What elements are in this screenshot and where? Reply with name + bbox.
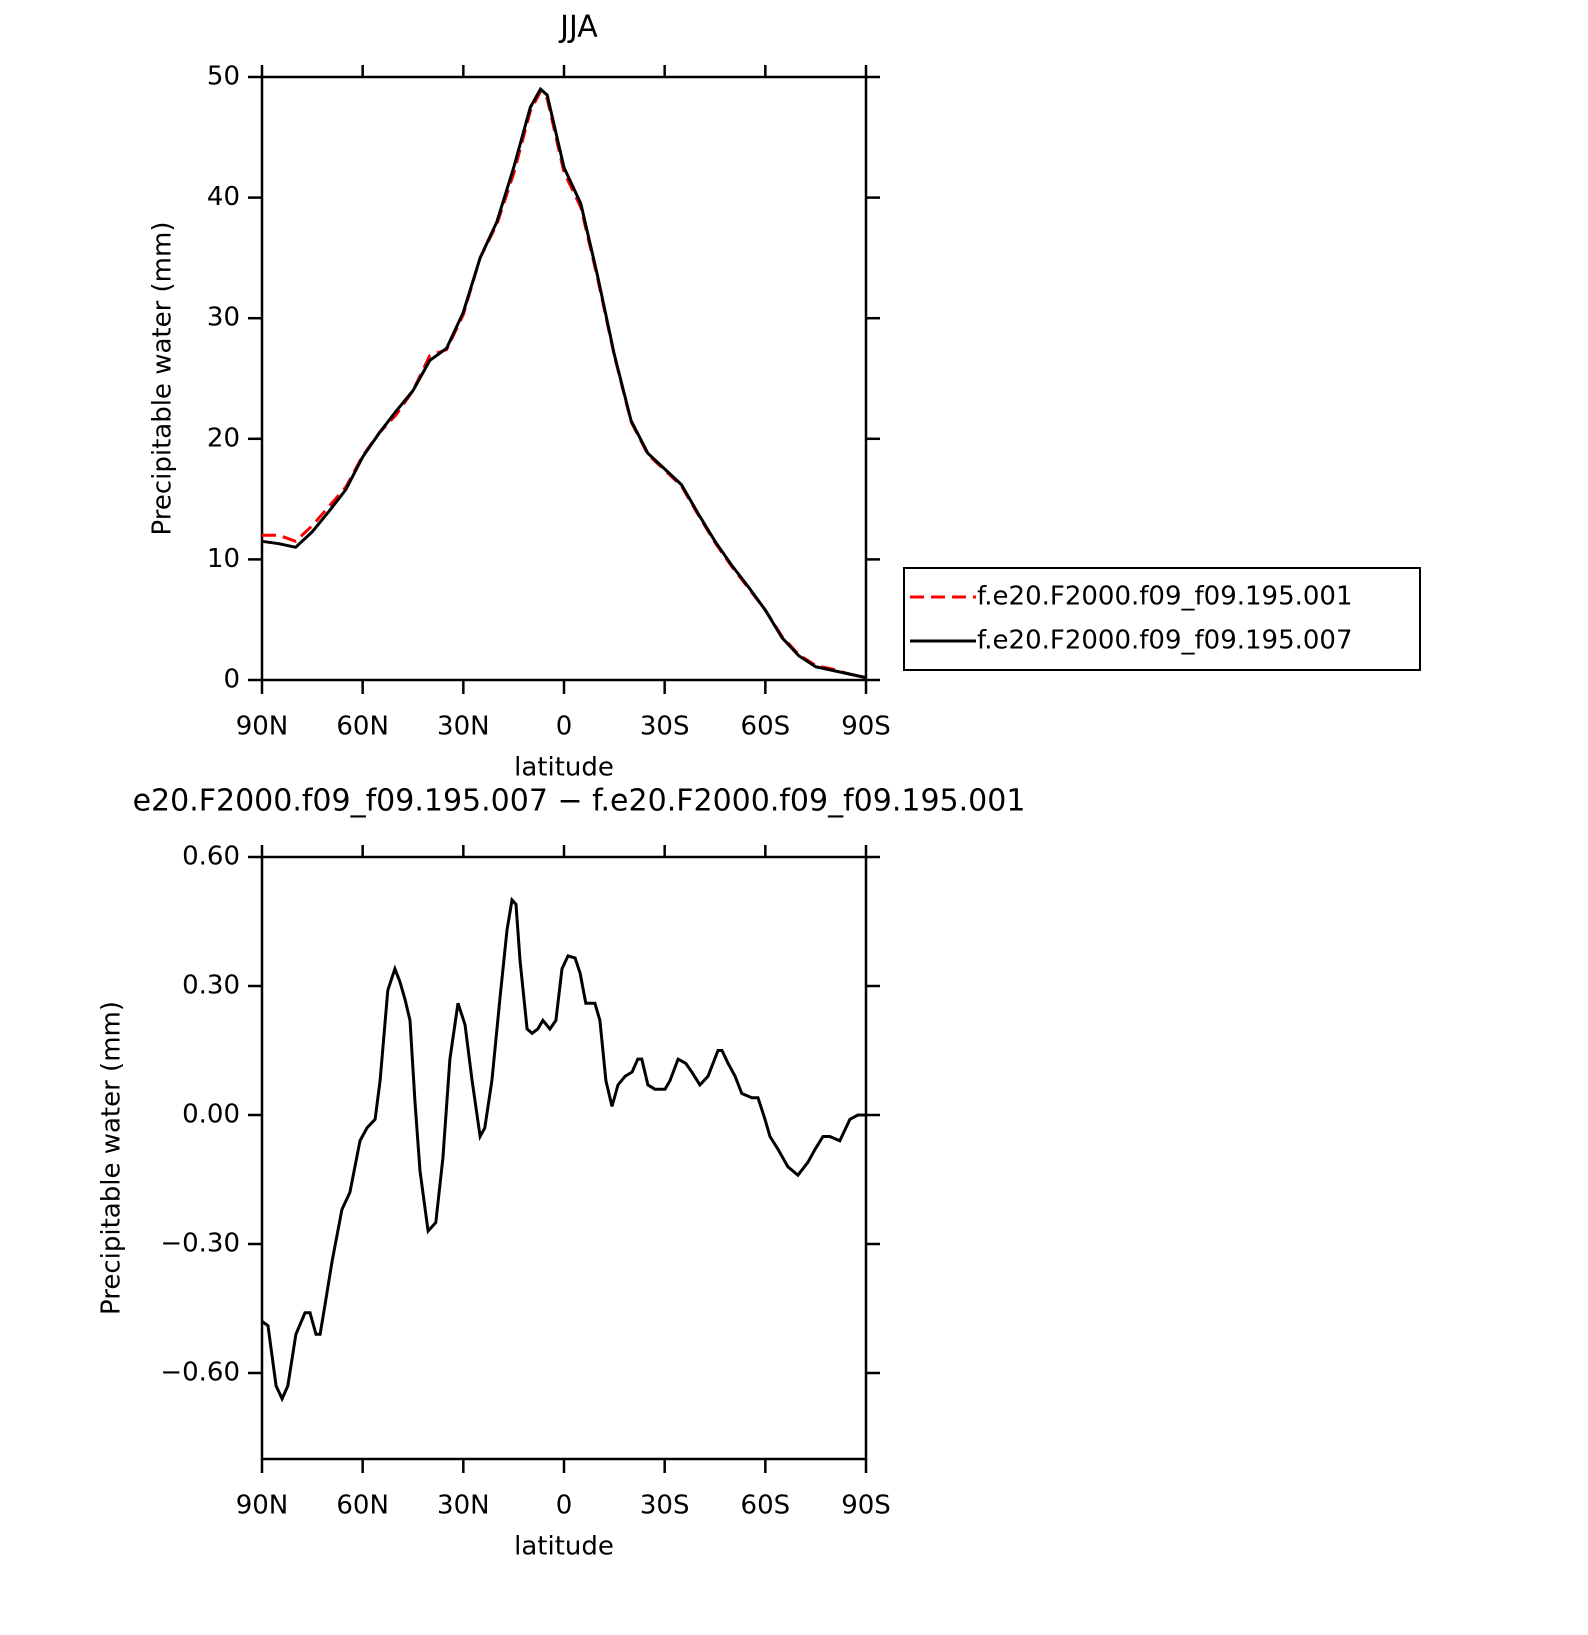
x-tick-label: 90N [236,712,289,742]
data-line [261,86,867,680]
y-tick-label: −0.60 [160,1358,240,1388]
y-tick-label: 0 [223,665,240,695]
x-tick-label: 90S [841,1491,891,1521]
y-tick-label: 40 [207,182,240,212]
legend-label: f.e20.F2000.f09_f09.195.001 [977,582,1353,612]
chart-title: JJA [558,10,598,45]
y-axis-label: Precipitable water (mm) [97,1001,127,1315]
y-tick-label: 50 [207,62,240,92]
x-axis-label: latitude [514,1532,614,1562]
x-tick-label: 30N [437,1491,490,1521]
y-tick-label: 0.00 [182,1100,240,1130]
data-line [262,88,867,680]
x-tick-label: 30S [640,712,690,742]
x-tick-label: 90S [841,712,891,742]
legend-label: f.e20.F2000.f09_f09.195.007 [977,626,1353,656]
data-line [261,896,866,1403]
y-tick-label: −0.30 [160,1229,240,1259]
chart-title: e20.F2000.f09_f09.195.007 − f.e20.F2000.… [133,784,1026,819]
y-tick-label: 30 [207,303,240,333]
y-tick-label: 0.60 [182,842,240,872]
x-tick-label: 60S [741,712,791,742]
x-tick-label: 60N [336,1491,389,1521]
x-tick-label: 60S [741,1491,791,1521]
x-tick-label: 30S [640,1491,690,1521]
x-axis-label: latitude [514,753,614,783]
y-tick-label: 10 [207,544,240,574]
x-tick-label: 0 [556,1491,573,1521]
y-axis-label: Precipitable water (mm) [148,222,178,536]
x-tick-label: 60N [336,712,389,742]
y-tick-label: 20 [207,423,240,453]
y-tick-label: 0.30 [182,971,240,1001]
plot-frame [260,855,868,1461]
legend-box [903,567,1421,671]
x-tick-label: 90N [236,1491,289,1521]
x-tick-label: 30N [437,712,490,742]
x-tick-label: 0 [556,712,573,742]
